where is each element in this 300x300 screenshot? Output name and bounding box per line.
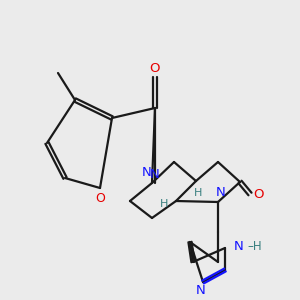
Text: O: O: [150, 62, 160, 76]
Text: H: H: [160, 199, 168, 209]
Text: N: N: [196, 284, 206, 298]
Text: N: N: [234, 241, 244, 254]
Text: N: N: [150, 167, 160, 181]
Text: –H: –H: [247, 241, 262, 254]
Text: N: N: [216, 187, 226, 200]
Text: O: O: [254, 188, 264, 200]
Text: O: O: [95, 191, 105, 205]
Text: N: N: [142, 167, 152, 179]
Text: H: H: [194, 188, 202, 198]
